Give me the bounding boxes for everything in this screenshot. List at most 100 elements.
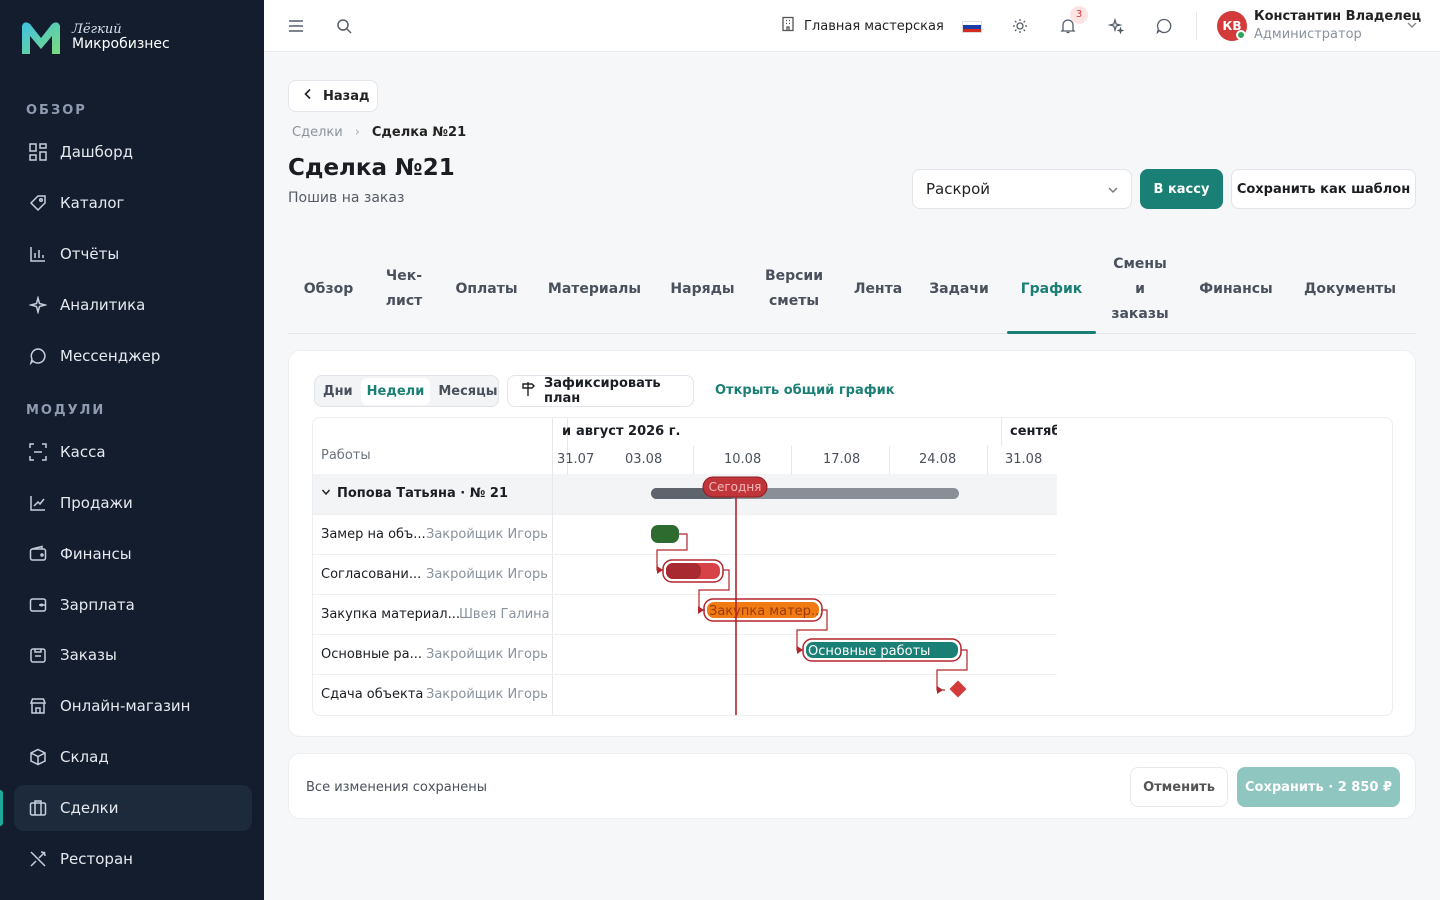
- tab-feed[interactable]: Лента: [848, 244, 908, 334]
- task-bar-main-works[interactable]: [806, 642, 958, 658]
- task-name: Основные ра...: [321, 647, 423, 662]
- gantt-timescale: и август 2026 г. сентябр 31.07 03.08 10.…: [553, 418, 1057, 474]
- orders-icon: [28, 645, 48, 665]
- group-toggle[interactable]: Попова Татьяна · № 21: [321, 486, 508, 501]
- chevron-down-icon[interactable]: [1406, 16, 1418, 35]
- reports-icon: [28, 244, 48, 264]
- task-row[interactable]: Сдача объекта Закройщик Игорь: [313, 674, 1057, 714]
- task-row[interactable]: Замер на объ... Закройщик Игорь: [313, 514, 1057, 554]
- chat-icon[interactable]: [1152, 14, 1176, 38]
- tab-label: Чек- лист: [385, 268, 423, 309]
- workshop-name: Главная мастерская: [804, 18, 944, 34]
- sidebar-item-store[interactable]: Онлайн-магазин: [14, 683, 252, 729]
- warehouse-icon: [28, 747, 48, 767]
- sidebar-item-cashbox[interactable]: Касса: [14, 429, 252, 475]
- week-label: 10.08: [724, 452, 762, 467]
- bell-icon[interactable]: [1056, 14, 1080, 38]
- breadcrumb: Сделки › Сделка №21: [292, 125, 466, 140]
- tab-tasks[interactable]: Задачи: [926, 244, 992, 334]
- breadcrumb-root[interactable]: Сделки: [292, 125, 343, 140]
- task-assignee: Закройщик Игорь: [426, 687, 548, 702]
- tab-shifts-orders[interactable]: Смены и заказы: [1105, 244, 1175, 334]
- tab-payments[interactable]: Оплаты: [448, 244, 525, 334]
- to-cashbox-button[interactable]: В кассу: [1140, 169, 1223, 209]
- deal-tabs: Обзор Чек- лист Оплаты Материалы Наряды …: [288, 244, 1416, 334]
- topbar-divider: [1196, 12, 1197, 40]
- building-icon: [780, 16, 796, 36]
- task-row[interactable]: Основные ра... Закройщик Игорь: [313, 634, 1057, 674]
- search-icon[interactable]: [332, 14, 356, 38]
- sidebar-item-orders[interactable]: Заказы: [14, 632, 252, 678]
- tab-overview[interactable]: Обзор: [298, 244, 359, 334]
- theme-sun-icon[interactable]: [1008, 14, 1032, 38]
- user-name[interactable]: Константин Владелец: [1254, 9, 1422, 24]
- deals-icon: [28, 798, 48, 818]
- analytics-icon: [28, 295, 48, 315]
- dependency-arrow-icon: [698, 606, 704, 614]
- scale-option-days[interactable]: Дни: [323, 383, 353, 399]
- save-button[interactable]: Сохранить · 2 850 ₽: [1237, 767, 1400, 807]
- sidebar-item-restaurant[interactable]: Ресторан: [14, 836, 252, 882]
- workshop-selector[interactable]: Главная мастерская: [780, 16, 944, 36]
- sidebar: Лёгкий Микробизнес ОБЗОР Дашборд Каталог…: [0, 0, 264, 900]
- fix-plan-button[interactable]: Зафиксировать план: [507, 375, 694, 407]
- task-row[interactable]: Закупка материал... Швея Галина: [313, 594, 1057, 634]
- sidebar-item-catalog[interactable]: Каталог: [14, 180, 252, 226]
- tab-schedule[interactable]: График: [1008, 244, 1095, 334]
- sparkle-icon[interactable]: [1104, 14, 1128, 38]
- open-general-schedule-link[interactable]: Открыть общий график: [715, 383, 895, 398]
- sidebar-item-warehouse[interactable]: Склад: [14, 734, 252, 780]
- tab-label: Материалы: [547, 280, 642, 297]
- task-bar-progress: [666, 563, 701, 579]
- back-button[interactable]: Назад: [288, 80, 378, 112]
- sidebar-item-label: Дашборд: [60, 143, 133, 161]
- scale-option-months[interactable]: Месяцы: [438, 383, 498, 399]
- task-bar-measure[interactable]: [651, 525, 679, 543]
- tab-checklist[interactable]: Чек- лист: [378, 244, 430, 334]
- sidebar-item-label: Сделки: [60, 799, 119, 817]
- catalog-icon: [28, 193, 48, 213]
- sidebar-item-label: Мессенджер: [60, 347, 161, 365]
- sidebar-item-salary[interactable]: Зарплата: [14, 582, 252, 628]
- tab-finance[interactable]: Финансы: [1191, 244, 1281, 334]
- stage-select[interactable]: Раскрой: [912, 169, 1132, 209]
- cancel-button[interactable]: Отменить: [1130, 767, 1228, 807]
- sidebar-item-deals[interactable]: Сделки: [14, 785, 252, 831]
- sidebar-item-label: Зарплата: [60, 596, 135, 614]
- month-label: август 2026 г.: [576, 424, 681, 439]
- week-label: 17.08: [823, 452, 861, 467]
- task-bar-purchase[interactable]: [707, 602, 819, 618]
- grid-line: [987, 446, 988, 474]
- tab-materials[interactable]: Материалы: [543, 244, 646, 334]
- sidebar-item-messenger[interactable]: Мессенджер: [14, 333, 252, 379]
- sidebar-item-dashboard[interactable]: Дашборд: [14, 129, 252, 175]
- task-assignee: Швея Галина: [459, 607, 550, 622]
- brand-line2: Микробизнес: [72, 36, 170, 53]
- milestone-handover-icon[interactable]: [949, 680, 967, 698]
- week-label: 24.08: [919, 452, 957, 467]
- page-subtitle: Пошив на заказ: [288, 190, 405, 206]
- task-row[interactable]: Согласовани... Закройщик Игорь: [313, 554, 1057, 594]
- save-as-template-button[interactable]: Сохранить как шаблон: [1231, 169, 1416, 209]
- task-assignee: Закройщик Игорь: [426, 527, 548, 542]
- tab-label: Наряды: [670, 280, 735, 297]
- sidebar-item-analytics[interactable]: Аналитика: [14, 282, 252, 328]
- sidebar-item-finance[interactable]: Финансы: [14, 531, 252, 577]
- fix-plan-label: Зафиксировать план: [544, 376, 661, 406]
- month-label: и: [562, 424, 572, 439]
- gantt-task-list: Работы: [313, 418, 553, 715]
- sidebar-item-label: Онлайн-магазин: [60, 697, 191, 715]
- brand-logo[interactable]: Лёгкий Микробизнес: [18, 18, 170, 58]
- user-role: Администратор: [1254, 27, 1362, 42]
- menu-icon[interactable]: [284, 14, 308, 38]
- tab-work-orders[interactable]: Наряды: [664, 244, 741, 334]
- tab-documents[interactable]: Документы: [1294, 244, 1406, 334]
- salary-icon: [28, 595, 48, 615]
- sidebar-item-reports[interactable]: Отчёты: [14, 231, 252, 277]
- scale-option-weeks[interactable]: Недели: [360, 377, 431, 405]
- brand-line1: Лёгкий: [72, 22, 122, 38]
- sidebar-item-sales[interactable]: Продажи: [14, 480, 252, 526]
- language-flag-icon[interactable]: [962, 21, 982, 33]
- task-name: Закупка материал...: [321, 607, 461, 622]
- tab-estimate-versions[interactable]: Версии сметы: [757, 244, 831, 334]
